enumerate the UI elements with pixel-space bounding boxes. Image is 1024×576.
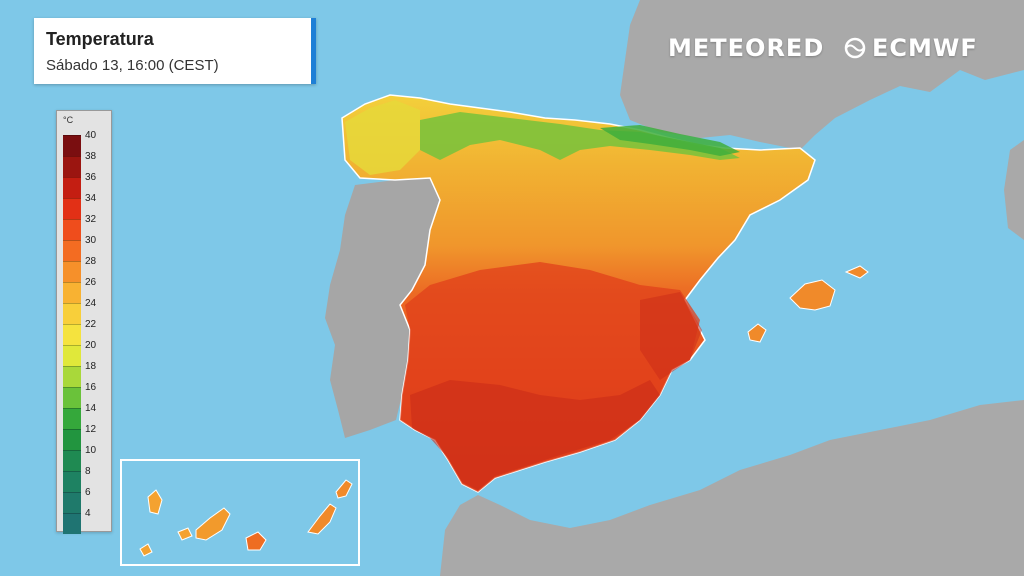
ecmwf-logo: ECMWF [842, 34, 978, 62]
canary-islands-inset [120, 459, 360, 566]
ecmwf-text: ECMWF [872, 34, 978, 62]
legend-swatch [63, 429, 81, 450]
north-coast-cold [600, 125, 740, 156]
legend-swatch [63, 345, 81, 366]
legend-swatch [63, 387, 81, 408]
la-gomera [177, 527, 193, 541]
legend-tick-label: 18 [85, 361, 97, 372]
lanzarote [335, 479, 353, 499]
legend-swatch [63, 366, 81, 387]
legend-tick-label: 32 [85, 214, 97, 225]
legend-tick-label: 24 [85, 298, 97, 309]
legend-swatch [63, 282, 81, 303]
legend-tick-label: 16 [85, 382, 97, 393]
portugal-land [325, 178, 440, 438]
temperature-legend: °C 40 38 36 34 32 30 28 26 24 22 20 18 16 14 12 10 8 6 4 [56, 110, 112, 534]
map-title: Temperatura [46, 29, 154, 49]
legend-swatch [63, 408, 81, 429]
legend-swatch [63, 198, 81, 219]
legend-tick-label: 8 [85, 466, 91, 477]
legend-tick-label: 12 [85, 424, 97, 435]
menorca [844, 265, 869, 279]
legend-tick-label: 26 [85, 277, 97, 288]
legend-swatch [63, 303, 81, 324]
very-hot-region [410, 380, 660, 490]
legend-tick-label: 30 [85, 235, 97, 246]
legend-tick-label: 34 [85, 193, 97, 204]
legend-tick-label: 10 [85, 445, 97, 456]
legend-swatch [63, 156, 81, 177]
title-box: Temperatura Sábado 13, 16:00 (CEST) [34, 18, 316, 84]
map-subtitle: Sábado 13, 16:00 (CEST) [46, 57, 219, 74]
legend-swatch [63, 261, 81, 282]
legend-swatch [63, 513, 81, 534]
france-land [620, 0, 1024, 150]
title-accent-bar [311, 18, 316, 84]
ibiza [747, 323, 767, 343]
la-palma [147, 489, 163, 515]
legend-swatch [63, 324, 81, 345]
legend-swatch [63, 471, 81, 492]
fuerteventura [307, 503, 337, 535]
legend-tick-label: 14 [85, 403, 97, 414]
africa-land [440, 400, 1024, 576]
legend-swatch [63, 177, 81, 198]
legend-tick-label: 20 [85, 340, 97, 351]
hot-region-east [640, 292, 702, 380]
legend-tick-label: 36 [85, 172, 97, 183]
north-coast-cool [420, 112, 740, 160]
meteored-logo: METEORED [668, 34, 825, 62]
island-land [1004, 140, 1024, 240]
legend-tick-label: 22 [85, 319, 97, 330]
legend-swatch [63, 450, 81, 471]
legend-swatch [63, 240, 81, 261]
legend-tick-label: 38 [85, 151, 97, 162]
mallorca [789, 279, 836, 311]
wave-logo-icon [844, 37, 866, 59]
legend-swatch [63, 219, 81, 240]
legend-tick-label: 4 [85, 508, 91, 519]
legend-tick-label: 6 [85, 487, 91, 498]
legend-swatch [63, 135, 81, 156]
galicia-cool [345, 100, 420, 175]
legend-unit: °C [63, 115, 74, 125]
el-hierro [139, 543, 153, 557]
tenerife [195, 507, 231, 541]
legend-tick-label: 28 [85, 256, 97, 267]
legend-tick-label: 40 [85, 130, 97, 141]
gran-canaria [245, 531, 267, 551]
legend-swatch [63, 492, 81, 513]
